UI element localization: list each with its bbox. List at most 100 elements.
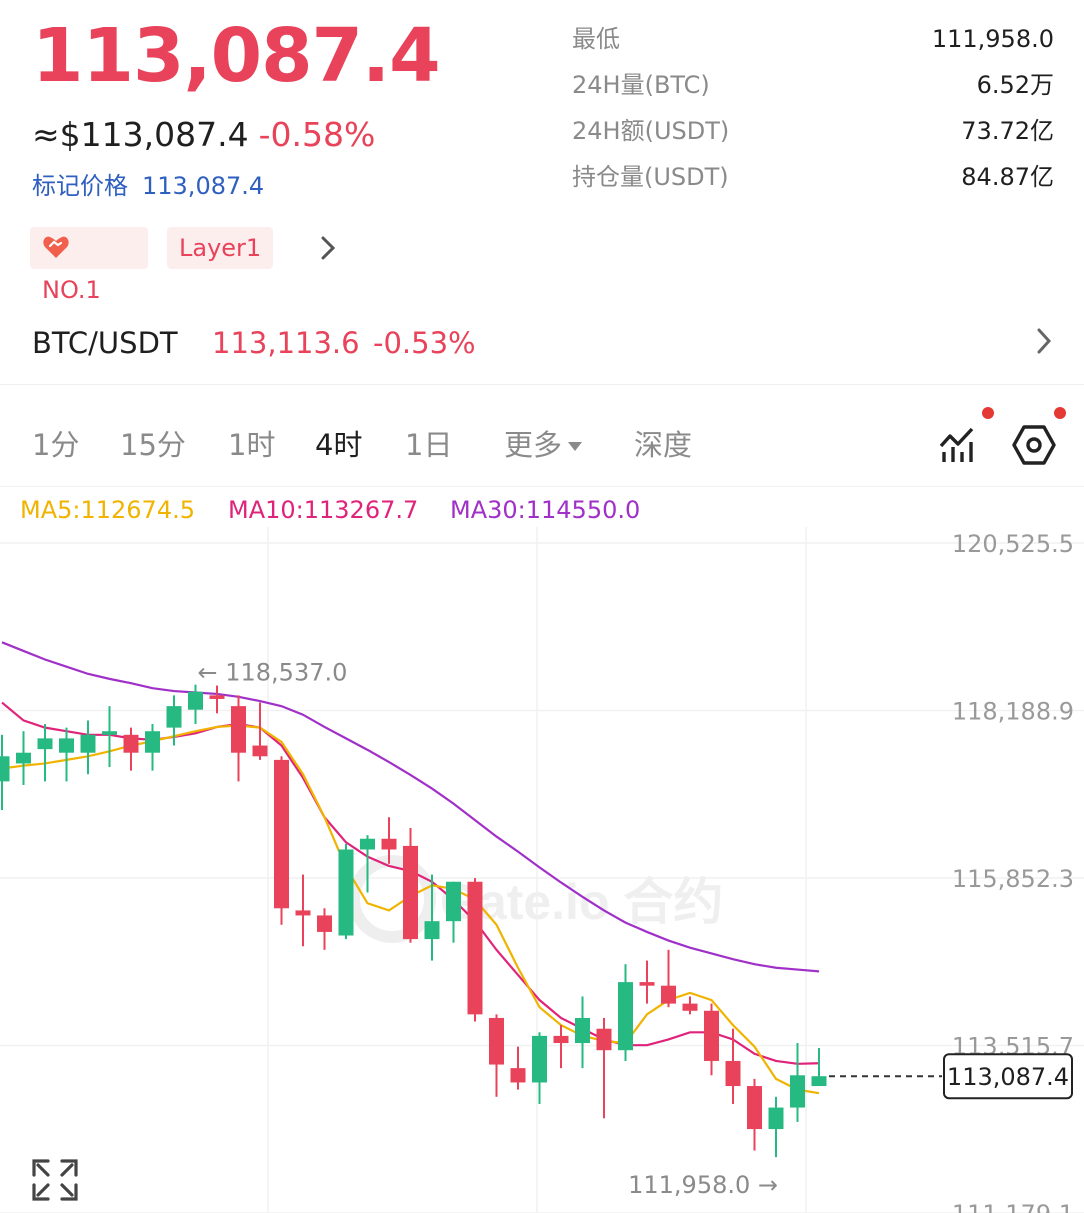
candle <box>532 1032 547 1104</box>
y-tick-label: 120,525.5 <box>952 530 1074 558</box>
candle <box>317 908 332 950</box>
candle-body <box>317 915 332 932</box>
indicator-chart-icon[interactable] <box>938 424 978 464</box>
stat-open-interest-label: 持仓量(USDT) <box>572 163 729 191</box>
heart-handshake-icon <box>43 236 69 258</box>
candle-body <box>274 759 289 909</box>
candle-body <box>231 706 246 753</box>
high-annotation: ← 118,537.0 <box>198 659 348 687</box>
kline-chart[interactable]: Gate.io 合约 120,525.5 118,188.9 115,852.3… <box>0 527 1084 1213</box>
candle <box>725 1028 741 1104</box>
candle-body <box>338 849 354 936</box>
candle-body <box>768 1107 784 1130</box>
candle <box>553 1025 569 1069</box>
candle <box>682 996 698 1015</box>
candle <box>145 724 160 771</box>
chevron-right-icon[interactable] <box>318 233 338 263</box>
candle <box>188 684 203 725</box>
candle <box>123 727 139 771</box>
candle-body <box>295 910 311 916</box>
mark-price-row[interactable]: 标记价格 113,087.4 <box>32 170 264 202</box>
candle-body <box>489 1017 504 1065</box>
candle <box>446 881 461 943</box>
last-price: 113,087.4 <box>32 13 441 99</box>
tab-1h[interactable]: 1时 <box>228 428 276 462</box>
pair-name: BTC/USDT <box>32 326 178 360</box>
stat-low-value: 111,958.0 <box>931 25 1054 53</box>
candle <box>596 1017 612 1119</box>
pair-change: -0.53% <box>373 326 476 360</box>
candle <box>575 996 590 1069</box>
candle-body <box>166 706 182 728</box>
y-tick-label: 115,852.3 <box>952 865 1074 893</box>
stat-turnover-value: 73.72亿 <box>961 117 1054 145</box>
tab-1m[interactable]: 1分 <box>32 428 80 462</box>
candle-body <box>123 734 139 753</box>
spot-pair-row[interactable] <box>0 300 1084 385</box>
candle-body <box>725 1060 741 1087</box>
candle <box>0 734 10 811</box>
candle-body <box>424 921 440 940</box>
tab-15m[interactable]: 15分 <box>120 428 186 462</box>
candle-body <box>811 1076 827 1087</box>
candle <box>59 727 74 782</box>
candle-body <box>596 1028 612 1051</box>
stat-volume-btc-value: 6.52万 <box>976 71 1054 99</box>
candle-body <box>790 1075 805 1108</box>
candle <box>360 835 375 893</box>
candle <box>252 702 268 760</box>
candle-body <box>381 838 397 850</box>
candle-body <box>209 695 225 699</box>
candle-body <box>16 752 31 764</box>
ma10-legend: MA10:113267.7 <box>228 496 419 524</box>
stat-volume-btc-label: 24H量(BTC) <box>572 71 710 99</box>
candle-body <box>575 1017 590 1044</box>
candle-body <box>37 738 53 750</box>
y-axis: 120,525.5 118,188.9 115,852.3 113,515.7 … <box>952 530 1074 1213</box>
candle <box>790 1043 805 1122</box>
candle <box>274 756 289 925</box>
candle-body <box>467 881 483 1015</box>
tab-more[interactable]: 更多 <box>504 426 583 464</box>
candle-body <box>682 1003 698 1011</box>
tab-more-label: 更多 <box>504 428 563 462</box>
tab-1d[interactable]: 1日 <box>405 428 453 462</box>
candle <box>403 827 418 943</box>
candle <box>639 960 655 1004</box>
tab-4h[interactable]: 4时 <box>315 428 363 462</box>
low-annotation: 111,958.0 → <box>628 1171 778 1199</box>
candle <box>618 964 633 1061</box>
candle <box>747 1078 762 1151</box>
notification-dot <box>1054 407 1066 419</box>
candle-body <box>360 838 375 850</box>
candle <box>338 843 354 940</box>
mark-price: 113,087.4 <box>142 172 265 200</box>
ma5-legend: MA5:112674.5 <box>20 496 195 524</box>
mark-price-label: 标记价格 <box>32 172 128 200</box>
tab-depth[interactable]: 深度 <box>634 428 693 462</box>
interval-tabs <box>0 400 1084 487</box>
change-percent: -0.58% <box>258 115 376 154</box>
candle-body <box>403 845 418 940</box>
notification-dot <box>982 407 994 419</box>
watermark-logo-icon <box>348 855 436 943</box>
candle <box>166 695 182 746</box>
candle <box>424 874 440 961</box>
candle <box>37 724 53 782</box>
tag-category-label: Layer1 <box>179 234 262 262</box>
candle <box>16 731 31 785</box>
candle-body <box>532 1035 547 1083</box>
tag-category[interactable]: Layer1 <box>167 227 274 269</box>
candle-body <box>102 731 117 735</box>
chevron-right-icon[interactable] <box>1034 325 1054 357</box>
candle <box>661 949 676 1008</box>
settings-hex-icon[interactable] <box>1012 424 1056 466</box>
caret-down-icon <box>568 442 583 451</box>
candle-body <box>704 1010 719 1061</box>
current-price-tag[interactable]: 113,087.4 <box>943 1053 1073 1100</box>
tag-rank[interactable]: NO.1 <box>30 227 148 304</box>
fullscreen-icon[interactable] <box>32 1159 78 1201</box>
ma30-line <box>1 641 820 973</box>
current-price-label: 113,087.4 <box>947 1063 1069 1091</box>
candle <box>489 1014 504 1097</box>
